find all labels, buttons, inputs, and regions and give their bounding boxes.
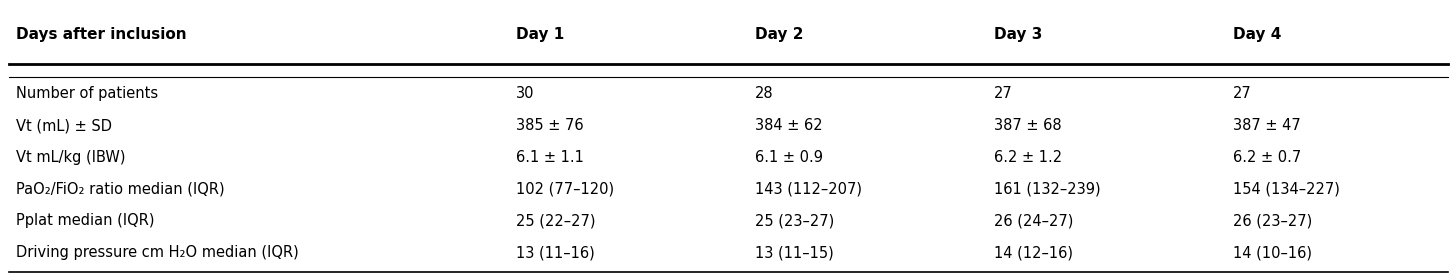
Text: Days after inclusion: Days after inclusion	[16, 27, 186, 42]
Text: 27: 27	[995, 86, 1013, 102]
Text: Day 1: Day 1	[515, 27, 565, 42]
Text: 25 (23–27): 25 (23–27)	[755, 213, 835, 229]
Text: 14 (10–16): 14 (10–16)	[1233, 245, 1313, 260]
Text: Number of patients: Number of patients	[16, 86, 158, 102]
Text: Day 4: Day 4	[1233, 27, 1282, 42]
Text: 26 (24–27): 26 (24–27)	[995, 213, 1073, 229]
Text: 387 ± 47: 387 ± 47	[1233, 118, 1301, 133]
Text: 154 (134–227): 154 (134–227)	[1233, 182, 1340, 197]
Text: Day 2: Day 2	[755, 27, 803, 42]
Text: 384 ± 62: 384 ± 62	[755, 118, 823, 133]
Text: Driving pressure cm H₂O median (IQR): Driving pressure cm H₂O median (IQR)	[16, 245, 299, 260]
Text: 6.2 ± 0.7: 6.2 ± 0.7	[1233, 150, 1301, 165]
Text: 30: 30	[515, 86, 534, 102]
Text: Day 3: Day 3	[995, 27, 1043, 42]
Text: 102 (77–120): 102 (77–120)	[515, 182, 614, 197]
Text: 13 (11–16): 13 (11–16)	[515, 245, 595, 260]
Text: 25 (22–27): 25 (22–27)	[515, 213, 595, 229]
Text: 14 (12–16): 14 (12–16)	[995, 245, 1073, 260]
Text: 143 (112–207): 143 (112–207)	[755, 182, 862, 197]
Text: 385 ± 76: 385 ± 76	[515, 118, 584, 133]
Text: 13 (11–15): 13 (11–15)	[755, 245, 833, 260]
Text: 26 (23–27): 26 (23–27)	[1233, 213, 1313, 229]
Text: 27: 27	[1233, 86, 1252, 102]
Text: 387 ± 68: 387 ± 68	[995, 118, 1061, 133]
Text: 28: 28	[755, 86, 774, 102]
Text: 6.1 ± 0.9: 6.1 ± 0.9	[755, 150, 823, 165]
Text: 6.2 ± 1.2: 6.2 ± 1.2	[995, 150, 1063, 165]
Text: Vt mL/kg (IBW): Vt mL/kg (IBW)	[16, 150, 125, 165]
Text: Pplat median (IQR): Pplat median (IQR)	[16, 213, 154, 229]
Text: 6.1 ± 1.1: 6.1 ± 1.1	[515, 150, 584, 165]
Text: PaO₂/FiO₂ ratio median (IQR): PaO₂/FiO₂ ratio median (IQR)	[16, 182, 225, 197]
Text: 161 (132–239): 161 (132–239)	[995, 182, 1101, 197]
Text: Vt (mL) ± SD: Vt (mL) ± SD	[16, 118, 112, 133]
